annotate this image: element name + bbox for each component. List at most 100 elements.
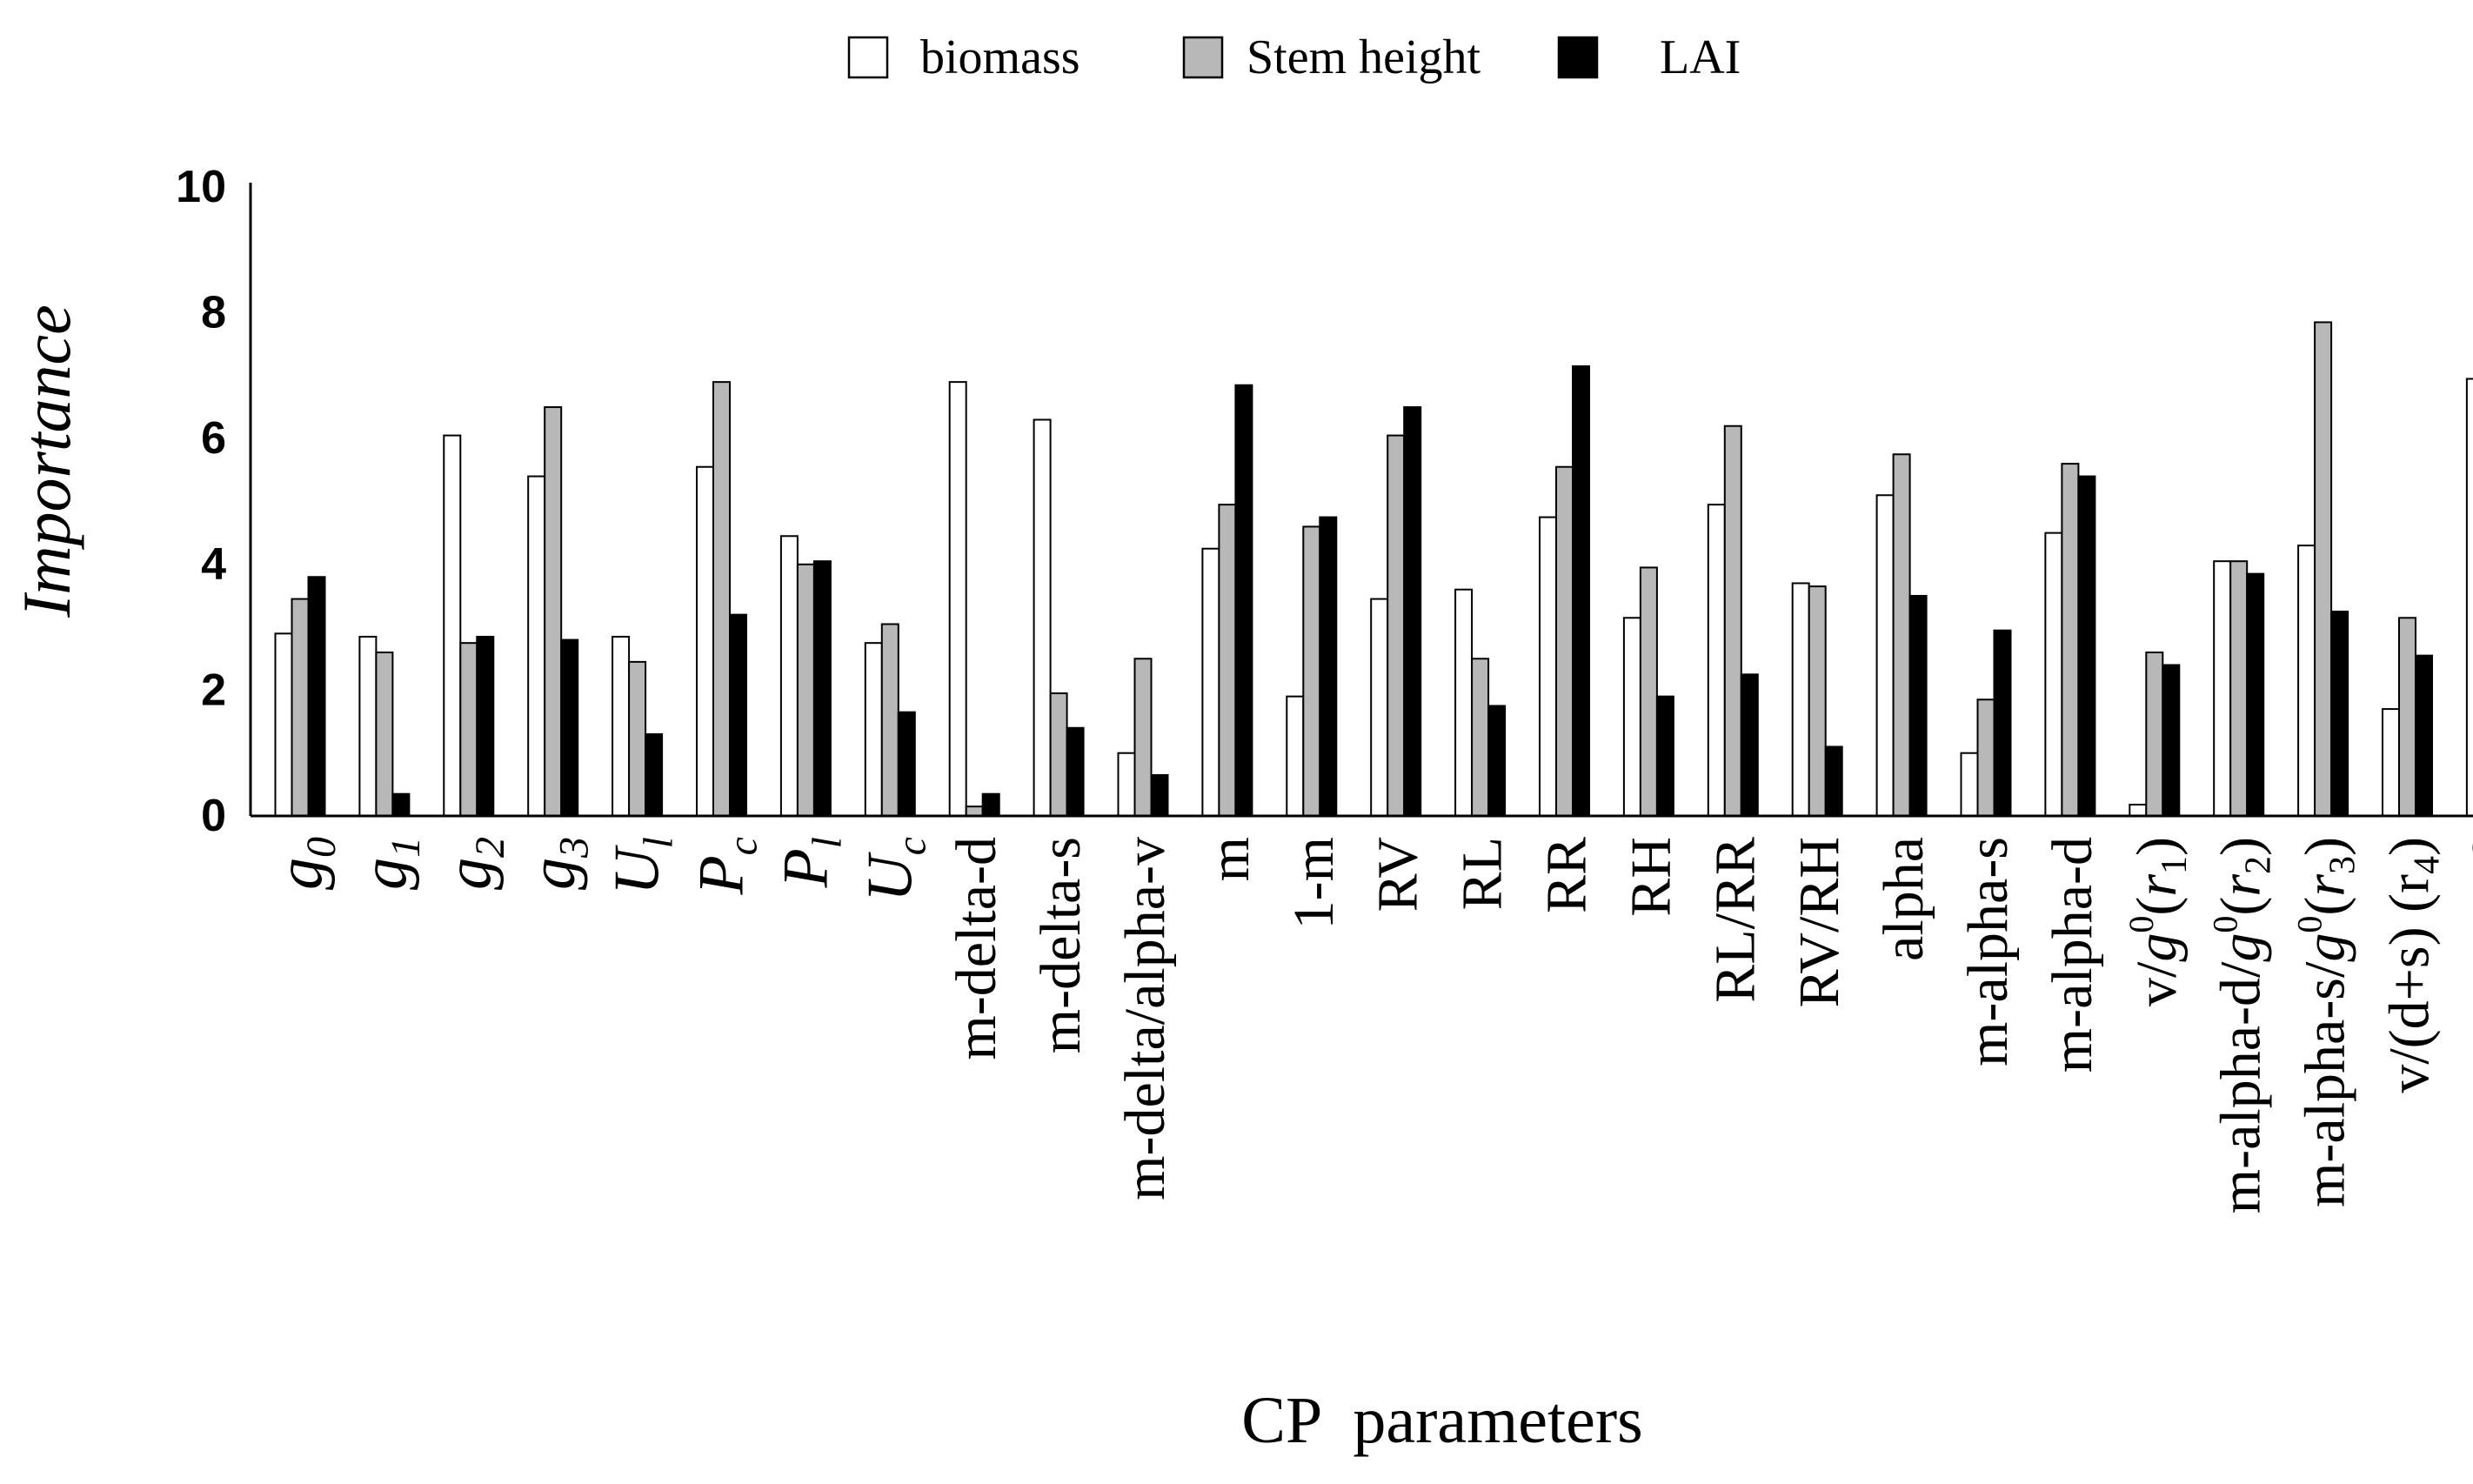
bar-lai: [1234, 384, 1253, 817]
bar-biomass: [1875, 494, 1895, 818]
bar-stem-height: [1555, 465, 1574, 817]
bar-lai: [1572, 365, 1590, 817]
bar-group: [612, 635, 664, 818]
legend: biomass Stem height LAI: [847, 30, 1741, 84]
x-tick-label: g0: [264, 837, 344, 890]
y-tick-label: 6: [201, 413, 226, 464]
bar-lai: [1150, 774, 1169, 818]
x-tick-label: v/(d+s) (r4): [2378, 837, 2448, 1093]
x-tick-label: Ul: [602, 837, 682, 895]
bar-stem-height: [1723, 424, 1742, 817]
bar-biomass: [274, 632, 293, 818]
bar-biomass: [2129, 803, 2148, 818]
x-tick-label: RV: [1367, 837, 1430, 912]
x-tick-label: m-delta-d: [945, 837, 1008, 1060]
bar-biomass: [948, 381, 967, 817]
bar-group: [1875, 453, 1928, 818]
bar-group: [2465, 378, 2473, 817]
y-axis-title: Importance: [9, 304, 84, 618]
bar-stem-height: [1471, 658, 1490, 817]
bar-group: [274, 576, 326, 818]
bar-biomass: [1707, 504, 1726, 817]
x-tick-label: m-alpha-s: [1956, 837, 2020, 1066]
bar-lai: [2077, 475, 2096, 818]
x-tick-label: g2: [433, 837, 513, 890]
x-tick-label: m: [1198, 837, 1261, 881]
x-tick-label: v/g0(r1): [2122, 837, 2195, 1006]
bar-lai: [1740, 673, 1759, 818]
x-tick-label: δ: [2462, 837, 2473, 864]
x-tick-label: RV/RH: [1788, 837, 1851, 1007]
x-tick-label: g1: [349, 837, 429, 890]
x-axis-title: CP parameters: [1241, 1384, 1643, 1457]
bar-lai: [1824, 745, 1843, 817]
bar-group: [1454, 588, 1507, 817]
bar-lai: [1403, 406, 1422, 817]
bar-group: [696, 381, 747, 818]
bar-stem-height: [1387, 434, 1406, 817]
legend-item: Stem height: [1182, 30, 1481, 84]
bar-stem-height: [796, 563, 815, 817]
y-tick-label: 4: [201, 539, 226, 590]
bar-group: [864, 623, 916, 818]
bar-lai: [1066, 726, 1085, 818]
legend-item: LAI: [1557, 30, 1741, 84]
y-tick-label: 10: [176, 162, 226, 212]
bar-lai: [981, 792, 1000, 818]
bar-stem-height: [1808, 585, 1827, 817]
bar-lai: [560, 638, 579, 817]
bar-group: [1370, 406, 1422, 817]
legend-item: biomass: [847, 30, 1080, 84]
bar-group: [2382, 617, 2433, 818]
bar-biomass: [358, 635, 378, 817]
bar-lai: [645, 733, 664, 818]
bar-group: [2044, 463, 2096, 818]
x-tick-label: RH: [1619, 837, 1682, 917]
x-tick-label: m-delta/alpha-v: [1113, 837, 1177, 1200]
y-axis: 0 2 4 6 8 10: [176, 162, 252, 841]
bar-group: [1960, 629, 2012, 818]
bar-stem-height: [2145, 652, 2164, 818]
bar-lai: [1319, 516, 1338, 817]
bar-biomass: [2044, 531, 2063, 818]
bar-group: [2297, 321, 2349, 818]
bar-lai: [2162, 664, 2181, 817]
bar-biomass: [1286, 695, 1305, 817]
bar-group: [358, 635, 411, 818]
bar-biomass: [527, 475, 546, 818]
bar-group: [527, 406, 579, 818]
bar-group: [1117, 658, 1169, 818]
bar-biomass: [779, 535, 799, 817]
bar-biomass: [1370, 598, 1389, 817]
bar-stem-height: [880, 623, 899, 817]
bar-stem-height: [544, 406, 563, 817]
x-tick-label: RR: [1535, 837, 1599, 913]
bar-biomass: [612, 635, 631, 817]
x-tick-label: m-alpha-d: [2041, 837, 2104, 1073]
bar-lai: [391, 792, 411, 818]
bar-stem-height: [628, 660, 647, 817]
bar-group: [1286, 516, 1338, 817]
bar-biomass: [1539, 516, 1557, 817]
bar-biomass: [1454, 588, 1474, 817]
bar-stem-height: [291, 598, 310, 817]
bar-stem-height: [1302, 525, 1321, 817]
bar-stem-height: [965, 806, 984, 818]
bar-biomass: [1622, 617, 1641, 817]
legend-swatch: [1557, 36, 1599, 79]
bars: [274, 321, 2473, 818]
bar-group: [1791, 582, 1843, 817]
y-tick-label: 8: [201, 288, 226, 338]
x-tick-label: m-delta-s: [1029, 837, 1093, 1053]
bar-biomass: [1791, 582, 1810, 817]
bar-lai: [1655, 695, 1674, 817]
bar-stem-height: [459, 642, 478, 817]
bar-stem-height: [1639, 566, 1658, 817]
bar-group: [2129, 652, 2181, 818]
bar-biomass: [2465, 378, 2473, 817]
bar-group: [1033, 418, 1085, 818]
x-tick-label: Pl: [770, 837, 850, 889]
